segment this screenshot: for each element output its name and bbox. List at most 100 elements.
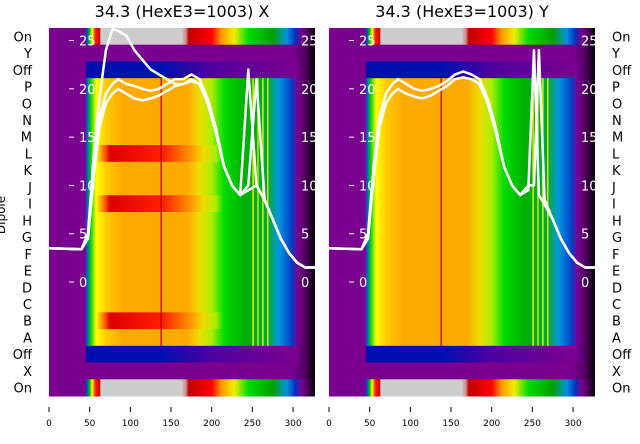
row-label: A [612, 331, 621, 346]
overlay-ytick-label-right: 0 [581, 276, 589, 291]
heatmap-row-c [49, 295, 315, 313]
heatmap-row-g [329, 228, 595, 246]
heatmap-row-a [329, 329, 595, 347]
streak-line [542, 78, 544, 346]
row-label: L [25, 147, 33, 162]
xtick-label: 300 [284, 419, 301, 429]
row-label: On [14, 382, 32, 397]
overlay-ytick-label-right: 10 [301, 179, 318, 194]
row-label: A [23, 331, 32, 346]
xtick-label: 50 [84, 419, 96, 429]
overlay-line-low [49, 77, 315, 269]
xtick-label: 100 [122, 419, 139, 429]
xtick-label: 50 [364, 419, 376, 429]
row-label: D [22, 281, 32, 296]
heatmap-row-on [49, 379, 315, 397]
streak-line [440, 78, 442, 346]
row-label: L [612, 147, 620, 162]
heatmap-row-d [329, 278, 595, 297]
row-label: D [612, 281, 622, 296]
heatmap-row-c [329, 295, 595, 313]
row-label: E [24, 265, 32, 280]
xtick-label: 200 [483, 419, 500, 429]
row-label: I [28, 198, 32, 213]
heatmap-row-off [329, 61, 595, 79]
overlay-ytick-label-right: 10 [581, 179, 598, 194]
heatmap-row-l [49, 145, 315, 163]
heatmap-row-e [49, 262, 315, 280]
heatmap-row-x [49, 362, 315, 380]
overlay-ytick-label: 15 [359, 131, 376, 146]
heatmap-row-off [329, 345, 595, 364]
xtick-label: 250 [524, 419, 541, 429]
streak-line [262, 78, 264, 346]
streak-line [532, 78, 534, 346]
row-label: X [23, 365, 32, 380]
heatmap-row-off [49, 61, 315, 79]
heatmap-row-n [329, 111, 595, 129]
heatmap-row-m [49, 128, 315, 146]
right-chart-title: 34.3 (HexE3=1003) Y [375, 2, 549, 21]
xtick-label: 150 [162, 419, 179, 429]
overlay-line-b [329, 48, 595, 269]
heatmap-row-g [49, 228, 315, 246]
row-label: C [612, 298, 621, 313]
row-label: Y [23, 47, 32, 62]
heatmap-row-x [329, 362, 595, 380]
heatmap-row-y [49, 44, 315, 62]
xtick-label: 300 [564, 419, 581, 429]
heatmap-row-k [49, 161, 315, 180]
row-label: B [612, 315, 621, 330]
row-label: J [27, 181, 32, 196]
row-label: F [612, 248, 619, 263]
row-label: X [612, 365, 621, 380]
heatmap-row-y [329, 44, 595, 62]
overlay-ytick-label-right: 5 [581, 228, 589, 243]
streak-line [537, 78, 539, 346]
heatmap-row-on [329, 379, 595, 397]
row-label: Off [13, 348, 33, 363]
heatmap-row-h [329, 212, 595, 230]
overlay-ytick-label-right: 20 [581, 83, 598, 98]
row-label: Off [612, 348, 632, 363]
overlay-ytick-label: 25 [359, 35, 376, 50]
row-label: On [612, 30, 630, 45]
overlay-ytick-label-right: 25 [581, 35, 598, 50]
overlay-ytick-label: 0 [79, 276, 87, 291]
heatmap-row-off [49, 345, 315, 364]
streak-line [252, 78, 254, 346]
row-label: I [612, 198, 616, 213]
heatmap-row-a [49, 329, 315, 347]
row-label: N [612, 114, 622, 129]
heatmap-row-o [329, 94, 595, 113]
row-label: Off [13, 64, 33, 79]
row-label: Off [612, 64, 632, 79]
row-label: M [21, 131, 32, 146]
row-label: H [612, 214, 622, 229]
row-label: On [14, 30, 32, 45]
heatmap-row-e [329, 262, 595, 280]
row-label: P [24, 81, 32, 96]
heatmap-row-b [49, 312, 315, 330]
overlay-ytick-label: 5 [79, 228, 87, 243]
overlay-ytick-label-right: 5 [301, 228, 309, 243]
y-axis-label: Dipole [0, 196, 8, 234]
heatmap-row-f [49, 245, 315, 263]
row-label: K [612, 164, 621, 179]
heatmap-row-i [49, 195, 315, 213]
row-label: J [611, 181, 616, 196]
left-chart-title: 34.3 (HexE3=1003) X [95, 2, 270, 21]
streak-line [160, 78, 162, 346]
row-label: On [612, 382, 630, 397]
heatmap-row-on [49, 28, 315, 46]
overlay-ytick-label-right: 20 [301, 83, 318, 98]
overlay-ytick-label: 25 [79, 35, 96, 50]
heatmap-row-n [49, 111, 315, 129]
xtick-label: 0 [46, 419, 52, 429]
row-label: B [23, 315, 32, 330]
row-label: N [22, 114, 32, 129]
overlay-ytick-label: 20 [359, 83, 376, 98]
